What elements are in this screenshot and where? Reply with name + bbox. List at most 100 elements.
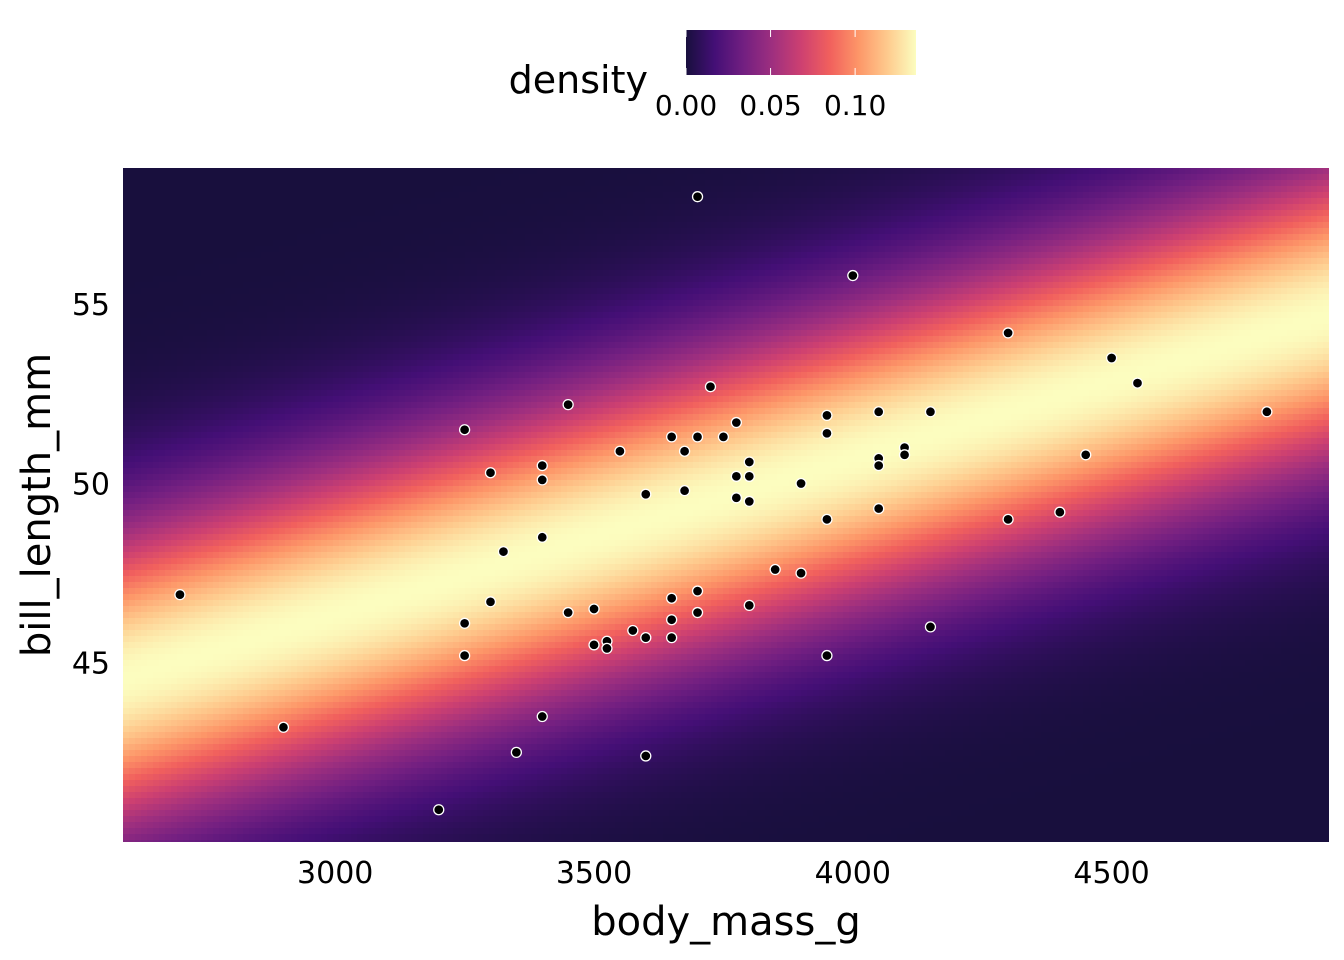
heatmap-cell [261,546,268,553]
heatmap-cell [339,216,346,223]
heatmap-cell [237,390,244,397]
heatmap-cell [267,402,274,409]
heatmap-cell [273,258,280,265]
heatmap-cell [165,270,172,277]
heatmap-cell [381,570,388,577]
heatmap-cell [153,336,160,343]
heatmap-cell [303,726,310,733]
heatmap-cell [207,378,214,385]
heatmap-cell [273,276,280,283]
heatmap-cell [369,756,376,763]
heatmap-cell [159,834,166,841]
heatmap-cell [141,444,148,451]
heatmap-cell [165,546,172,553]
heatmap-cell [363,324,370,331]
heatmap-cell [159,498,166,505]
heatmap-cell [171,660,178,667]
heatmap-cell [129,420,136,427]
heatmap-cell [213,618,220,625]
heatmap-cell [297,432,304,439]
heatmap-cell [339,468,346,475]
heatmap-cell [237,576,244,583]
heatmap-cell [279,804,286,811]
heatmap-cell [195,654,202,661]
heatmap-cell [291,600,298,607]
heatmap-cell [375,228,382,235]
heatmap-cell [123,312,130,319]
heatmap-cell [177,762,184,769]
heatmap-cell [195,768,202,775]
heatmap-cell [351,330,358,337]
heatmap-cell [375,618,382,625]
heatmap-cell [249,366,256,373]
heatmap-cell [177,360,184,367]
heatmap-cell [363,534,370,541]
heatmap-cell [171,276,178,283]
heatmap-cell [339,714,346,721]
heatmap-cell [255,798,262,805]
heatmap-cell [237,624,244,631]
heatmap-cell [195,468,202,475]
heatmap-cell [165,246,172,253]
heatmap-cell [375,444,382,451]
heatmap-cell [285,252,292,259]
heatmap-cell [345,582,352,589]
heatmap-cell [363,180,370,187]
heatmap-cell [213,546,220,553]
heatmap-cell [261,738,268,745]
heatmap-cell [375,414,382,421]
heatmap-cell [195,798,202,805]
heatmap-cell [189,498,196,505]
heatmap-cell [339,432,346,439]
heatmap-cell [165,390,172,397]
heatmap-cell [285,804,292,811]
heatmap-cell [381,786,388,793]
heatmap-cell [363,462,370,469]
heatmap-cell [201,414,208,421]
heatmap-cell [159,786,166,793]
heatmap-cell [159,828,166,835]
heatmap-cell [153,822,160,829]
heatmap-cell [147,660,154,667]
heatmap-cell [375,294,382,301]
heatmap-cell [207,282,214,289]
heatmap-cell [273,744,280,751]
heatmap-cell [249,732,256,739]
heatmap-cell [309,582,316,589]
heatmap-cell [375,582,382,589]
heatmap-cell [375,354,382,361]
heatmap-cell [261,192,268,199]
heatmap-cell [267,540,274,547]
heatmap-cell [315,516,322,523]
heatmap-cell [375,300,382,307]
heatmap-cell [219,804,226,811]
heatmap-cell [369,552,376,559]
heatmap-cell [141,582,148,589]
heatmap-cell [201,672,208,679]
heatmap-cell [297,396,304,403]
heatmap-cell [345,426,352,433]
heatmap-cell [285,228,292,235]
heatmap-cell [147,342,154,349]
heatmap-cell [225,660,232,667]
heatmap-cell [159,354,166,361]
heatmap-cell [249,654,256,661]
heatmap-cell [147,582,154,589]
heatmap-cell [123,828,130,835]
heatmap-cell [369,624,376,631]
heatmap-cell [225,606,232,613]
heatmap-cell [243,342,250,349]
heatmap-cell [141,402,148,409]
heatmap-cell [291,840,298,847]
heatmap-cell [135,312,142,319]
heatmap-cell [339,600,346,607]
heatmap-cell [285,318,292,325]
heatmap-cell [171,426,178,433]
heatmap-cell [363,780,370,787]
heatmap-cell [273,210,280,217]
heatmap-cell [375,564,382,571]
heatmap-cell [303,378,310,385]
heatmap-cell [261,252,268,259]
heatmap-cell [231,678,238,685]
heatmap-cell [279,192,286,199]
